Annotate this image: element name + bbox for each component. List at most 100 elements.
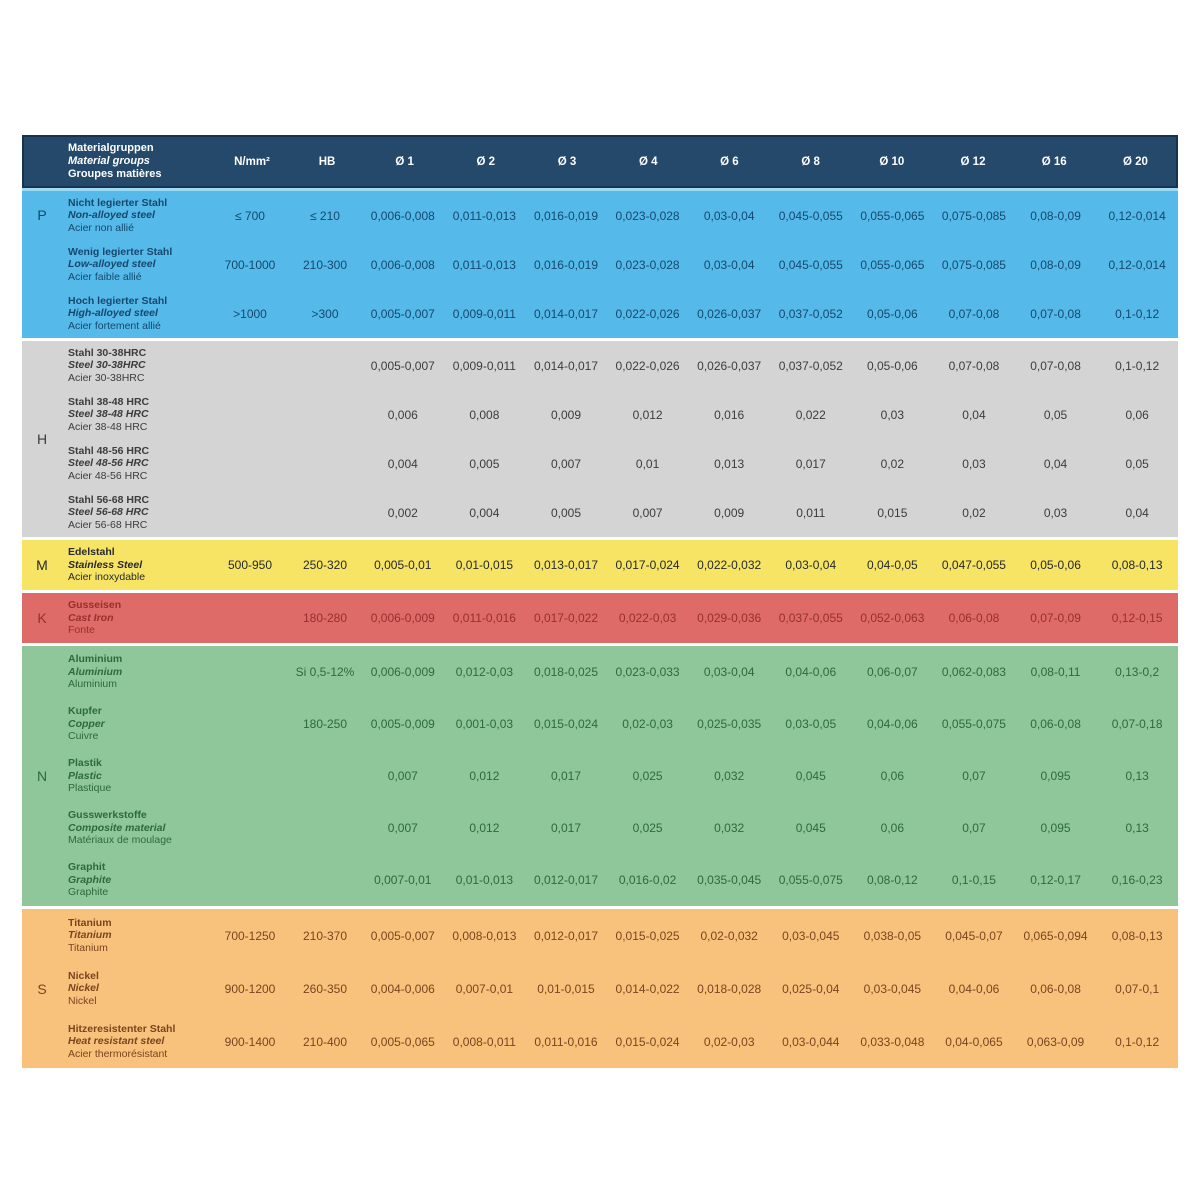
cell-feed-dia-6: 0,08-0,12 [867,873,918,887]
cell-feed-dia-0: 0,006-0,009 [370,665,435,679]
cell-feed-dia-1: 0,008 [469,407,500,422]
cell-feed-dia-2: 0,005 [550,505,581,520]
cell-feed-dia-4: 0,029-0,036 [697,611,762,625]
table-row: Nickel Nickel Nickel 900-1200 260-350 0,004-0… [62,962,1178,1015]
group-letter-M: M [36,557,48,573]
cell-feed-dia-5: 0,017 [795,456,826,471]
material-label: Wenig legierter Stahl Low-alloyed steel Ac… [62,240,212,289]
section-S: S Titanium Titanium Titanium 700-1250 210-370… [22,909,1178,1068]
cell-feed-dia-4: 0,032 [714,769,745,783]
material-label-en: Steel 48-56 HRC [68,457,149,470]
cell-feed-dia-8: 0,12-0,17 [1030,873,1081,887]
material-label-en: Titanium [68,929,112,942]
material-label-en: Graphite [68,873,112,886]
cell-feed-dia-2: 0,017 [550,821,581,835]
table-row: Titanium Titanium Titanium 700-1250 210-370 0… [62,909,1178,962]
material-label: Stahl 48-56 HRC Steel 48-56 HRC Acier 48-5… [62,439,212,488]
cell-tensile-strength [212,341,288,390]
cell-feed-dia-5: 0,055-0,075 [778,873,843,887]
cell-hardness [288,802,362,854]
cell-feed-dia-9: 0,13 [1125,769,1149,783]
cell-hardness [288,488,362,537]
cell-feed-dia-9: 0,08-0,13 [1111,928,1163,943]
material-label-de: Nickel [68,969,99,982]
cell-tensile-strength [212,698,288,750]
cell-feed-dia-4: 0,03-0,04 [703,257,755,272]
cell-feed-dia-2: 0,014-0,017 [533,306,599,321]
material-label: Edelstahl Stainless Steel Acier inoxydable [62,540,212,590]
cell-feed-dia-8: 0,08-0,09 [1030,208,1081,223]
cell-feed-dia-4: 0,03-0,04 [703,208,755,223]
header-col-10: Ø 10 [879,155,905,168]
table-header: Materialgruppen Material groups Groupes … [22,135,1178,188]
cell-hardness: 210-400 [302,1034,348,1049]
cell-feed-dia-8: 0,095 [1040,821,1071,835]
header-col-6: Ø 6 [720,155,739,168]
cell-feed-dia-0: 0,005-0,007 [370,928,435,943]
cell-feed-dia-9: 0,12-0,014 [1108,257,1166,272]
cell-feed-dia-1: 0,011-0,013 [452,208,516,223]
cell-feed-dia-2: 0,014-0,017 [533,358,599,373]
cell-feed-dia-0: 0,007 [387,769,418,783]
cell-tensile-strength [212,854,288,906]
cell-feed-dia-5: 0,04-0,06 [785,665,837,679]
cell-feed-dia-3: 0,016-0,02 [618,873,677,887]
cell-feed-dia-2: 0,017 [550,769,581,783]
cell-feed-dia-5: 0,011 [796,505,826,520]
cell-feed-dia-6: 0,055-0,065 [860,257,925,272]
header-col-3: Ø 3 [557,155,577,168]
material-label-de: Stahl 48-56 HRC [68,444,150,457]
material-label-de: Edelstahl [68,546,115,559]
section-N: N Aluminium Aluminium Aluminium Si 0,5-12% 0,… [22,646,1178,906]
cell-feed-dia-9: 0,12-0,014 [1108,208,1166,223]
material-label-en: Copper [68,717,105,730]
cell-feed-dia-0: 0,005-0,009 [370,717,435,731]
cell-feed-dia-7: 0,047-0,055 [941,558,1006,572]
material-label-fr: Acier 48-56 HRC [68,469,148,482]
header-col-16: Ø 16 [1041,155,1067,168]
cell-feed-dia-2: 0,012-0,017 [533,873,599,887]
material-label-de: Gusswerkstoffe [68,809,147,822]
material-label: Gusswerkstoffe Composite material Matériau… [62,802,212,854]
cell-tensile-strength: 900-1200 [224,981,276,996]
cell-feed-dia-2: 0,017-0,022 [533,611,599,625]
material-label-en: Nickel [68,982,99,995]
cell-tensile-strength: 700-1250 [224,928,276,943]
material-label-fr: Matériaux de moulage [68,834,172,847]
cell-feed-dia-5: 0,03-0,04 [785,558,837,572]
cell-feed-dia-7: 0,04 [962,407,986,422]
cell-hardness [288,854,362,906]
cell-feed-dia-9: 0,13 [1125,821,1149,835]
cell-feed-dia-3: 0,007 [632,505,663,520]
header-col-1: Ø 1 [395,155,414,168]
cell-feed-dia-9: 0,05 [1125,456,1149,471]
material-label-fr: Acier thermorésistant [68,1047,168,1060]
cell-hardness [288,341,362,390]
cell-feed-dia-8: 0,06-0,08 [1030,717,1081,731]
cell-feed-dia-2: 0,015-0,024 [533,717,599,731]
cell-feed-dia-5: 0,03-0,044 [782,1034,840,1049]
material-label-de: Aluminium [68,653,123,666]
cell-tensile-strength [212,593,288,643]
cell-tensile-strength [212,390,288,439]
cell-feed-dia-8: 0,04 [1043,456,1068,471]
material-label-de: Kupfer [68,705,102,718]
cell-feed-dia-0: 0,007 [387,821,418,835]
cell-feed-dia-5: 0,045 [795,769,826,783]
material-label-fr: Acier non allié [68,221,134,234]
header-col-hb: HB [318,155,336,168]
cell-feed-dia-0: 0,005-0,007 [370,358,435,373]
cell-tensile-strength [212,646,288,698]
material-label-en: Steel 30-38HRC [68,359,146,372]
cell-feed-dia-7: 0,062-0,083 [941,665,1006,679]
cell-feed-dia-1: 0,012-0,03 [455,665,514,679]
material-label-fr: Acier 38-48 HRC [68,420,148,433]
cell-feed-dia-5: 0,037-0,052 [778,306,843,321]
cell-feed-dia-5: 0,022 [795,407,826,422]
cell-feed-dia-6: 0,06 [880,821,905,835]
material-label-de: Stahl 56-68 HRC [68,493,150,506]
group-letter-N: N [36,768,48,784]
cell-feed-dia-0: 0,004-0,006 [370,981,435,996]
cell-feed-dia-6: 0,015 [877,505,908,520]
header-col-20: Ø 20 [1122,155,1148,168]
